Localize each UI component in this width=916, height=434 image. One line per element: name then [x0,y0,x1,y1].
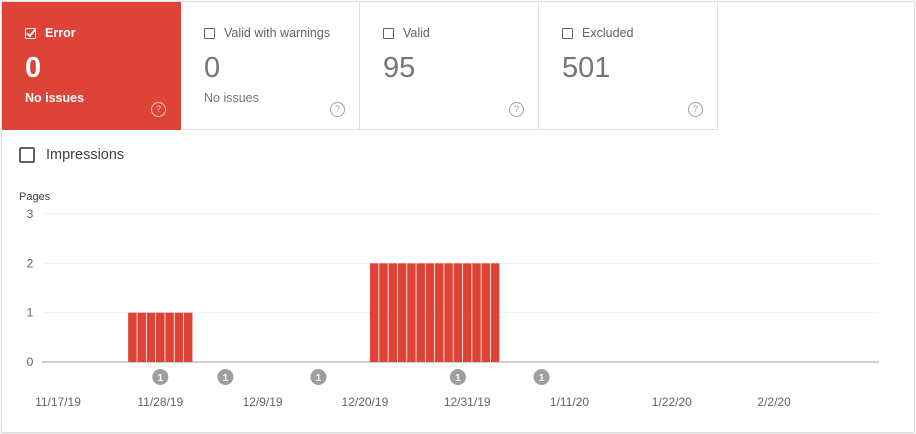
bar[interactable] [416,263,425,362]
annotation-label: 1 [455,373,461,384]
annotation-marker[interactable] [310,369,327,385]
y-tick-label: 1 [27,306,34,320]
checkbox-icon[interactable] [562,28,573,39]
annotation-label: 1 [223,373,229,384]
card-subtitle: No issues [204,91,259,105]
x-tick-label: 11/28/19 [137,395,183,409]
bar[interactable] [435,263,444,362]
card-count: 0 [204,52,221,84]
bar[interactable] [369,263,379,362]
y-tick-label: 3 [27,207,34,221]
y-tick-label: 0 [27,355,34,369]
bar[interactable] [397,263,407,362]
impressions-toggle[interactable]: Impressions [19,147,124,163]
bar[interactable] [156,312,165,362]
bar[interactable] [407,263,416,362]
annotation-label: 1 [158,373,164,384]
x-tick-label: 11/17/19 [35,395,81,409]
bar[interactable] [481,263,491,362]
bar[interactable] [137,312,146,362]
card-count: 501 [562,52,611,84]
annotation-label: 1 [539,373,545,384]
help-icon[interactable]: ? [509,102,524,117]
bar[interactable] [472,263,481,362]
bar[interactable] [453,263,463,362]
bar[interactable] [183,312,193,362]
bar[interactable] [388,263,398,362]
card-subtitle: No issues [25,91,85,105]
checkbox-icon[interactable] [383,28,394,39]
excluded-card[interactable]: Excluded 501 ? [539,2,718,130]
x-tick-label: 12/31/19 [444,395,491,409]
x-tick-label: 12/20/19 [342,395,389,409]
bar[interactable] [165,312,174,362]
bar[interactable] [444,263,453,362]
x-tick-label: 1/11/20 [550,395,589,409]
x-tick-label: 1/22/20 [652,395,692,409]
y-axis-title: Pages [19,191,51,203]
bar[interactable] [490,263,500,362]
annotation-marker[interactable] [217,369,234,385]
annotation-marker[interactable] [152,369,169,385]
y-tick-label: 2 [27,256,34,270]
valid-card[interactable]: Valid 95 ? [360,2,539,130]
x-tick-label: 12/9/19 [243,395,283,409]
bar[interactable] [425,263,435,362]
annotation-label: 1 [316,373,322,384]
checkbox-icon[interactable] [204,28,215,39]
annotation-marker[interactable] [449,369,466,385]
checkbox-checked-icon[interactable] [25,28,36,39]
status-cards: Error 0 No issues ? Valid with warnings … [2,2,718,130]
x-tick-label: 2/2/20 [757,395,791,409]
bar[interactable] [174,312,184,362]
bar[interactable] [128,312,137,362]
card-count: 0 [25,52,42,84]
error-card[interactable]: Error 0 No issues ? [2,2,181,130]
impressions-label: Impressions [46,147,125,163]
bar[interactable] [379,263,388,362]
checkbox-icon[interactable] [19,147,35,163]
bar[interactable] [146,312,156,362]
valid-with-warnings-card[interactable]: Valid with warnings 0 No issues ? [181,2,360,130]
help-icon[interactable]: ? [688,102,703,117]
card-count: 95 [383,52,416,84]
annotation-marker[interactable] [533,369,550,385]
bar[interactable] [462,263,472,362]
help-icon[interactable]: ? [330,102,345,117]
help-icon[interactable]: ? [151,102,166,117]
